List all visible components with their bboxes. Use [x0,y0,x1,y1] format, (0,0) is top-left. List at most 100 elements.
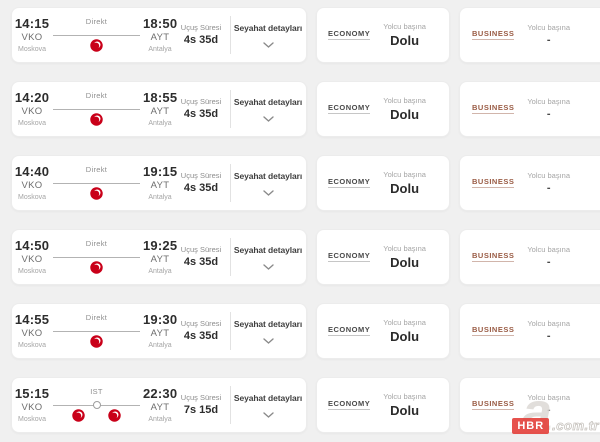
travel-details-button[interactable]: Seyahat detayları [234,393,302,418]
chevron-down-icon [262,189,274,196]
travel-details-button[interactable]: Seyahat detayları [234,23,302,48]
arrival-airport-code: AYT [150,32,170,44]
economy-fare-card[interactable]: ECONOMY Yolcu başına Dolu [316,81,450,137]
travel-details-label: Seyahat detayları [233,96,303,107]
stop-label: IST [90,387,103,396]
arrival-info: 19:30 AYT Antalya [143,313,177,349]
route-graphic: Direkt [50,230,143,284]
economy-fare-value: Dolu [390,107,420,123]
economy-label: ECONOMY [328,252,371,263]
route-graphic: Direkt [50,304,143,358]
duration-label: Uçuş Süresi [180,96,222,106]
economy-fare-card[interactable]: ECONOMY Yolcu başına Dolu [316,229,450,285]
departure-airport-code: VKO [21,254,43,266]
route-graphic: Direkt [50,156,143,210]
vertical-divider [230,90,231,128]
economy-label: ECONOMY [328,104,371,115]
per-passenger-label: Yolcu başına [383,243,426,253]
chevron-down-icon [262,411,274,418]
departure-time: 14:20 [14,90,50,106]
economy-fare-card[interactable]: ECONOMY Yolcu başına Dolu [316,303,450,359]
economy-fare-value: Dolu [390,181,420,197]
route-line [53,183,140,184]
departure-airport-code: VKO [21,106,43,118]
business-fare-card[interactable]: BUSINESS Yolcu başına - [459,377,600,433]
arrival-time: 19:30 [143,312,178,328]
turkish-airlines-logo [90,261,103,274]
business-fare: Yolcu başına - [527,98,570,121]
arrival-info: 18:50 AYT Antalya [143,17,177,53]
travel-details-button[interactable]: Seyahat detayları [234,319,302,344]
stop-label: Direkt [85,165,108,174]
carrier-logos [50,113,143,126]
stop-label: Direkt [85,313,108,322]
flight-card: 14:15 VKO Moskova Direkt 18:50 [11,7,307,63]
turkish-airlines-logo [90,113,103,126]
travel-details-button[interactable]: Seyahat detayları [234,171,302,196]
chevron-down-icon [262,263,274,270]
business-fare-card[interactable]: BUSINESS Yolcu başına - [459,155,600,211]
flight-card: 14:50 VKO Moskova Direkt 19:25 [11,229,307,285]
arrival-airport-code: AYT [150,328,170,340]
vertical-divider [230,16,231,54]
departure-city: Moskova [17,119,46,127]
departure-airport-code: VKO [21,32,43,44]
route-graphic: IST [50,378,143,432]
stopover-dot [92,401,101,409]
departure-info: 14:15 VKO Moskova [14,17,50,53]
flight-result-row: 14:50 VKO Moskova Direkt 19:25 [11,229,600,285]
turkish-airlines-logo [72,409,86,422]
economy-fare-value: Dolu [390,255,420,271]
business-fare: Yolcu başına - [527,172,570,195]
arrival-time: 22:30 [143,386,178,402]
duration-label: Uçuş Süresi [180,392,222,402]
stop-label: Direkt [85,239,108,248]
flight-card: 15:15 VKO Moskova IST 22:30 [11,377,307,433]
per-passenger-label: Yolcu başına [383,21,426,31]
arrival-city: Antalya [148,193,172,201]
economy-fare-card[interactable]: ECONOMY Yolcu başına Dolu [316,377,450,433]
departure-info: 14:20 VKO Moskova [14,91,50,127]
economy-fare: Yolcu başına Dolu [383,245,426,270]
flight-card: 14:40 VKO Moskova Direkt 19:15 [11,155,307,211]
economy-fare-value: Dolu [390,403,420,419]
arrival-info: 18:55 AYT Antalya [143,91,177,127]
economy-fare-card[interactable]: ECONOMY Yolcu başına Dolu [316,7,450,63]
business-fare: Yolcu başına - [527,246,570,269]
arrival-city: Antalya [148,415,172,423]
travel-details-button[interactable]: Seyahat detayları [234,97,302,122]
duration-label: Uçuş Süresi [180,170,222,180]
route-graphic: Direkt [50,82,143,136]
departure-city: Moskova [17,267,46,275]
duration-value: 4s 35d [183,34,219,47]
business-fare-value: - [546,34,551,47]
per-passenger-label: Yolcu başına [383,391,426,401]
business-fare-card[interactable]: BUSINESS Yolcu başına - [459,7,600,63]
travel-details-label: Seyahat detayları [233,170,303,181]
chevron-down-icon [262,337,274,344]
travel-details-button[interactable]: Seyahat detayları [234,245,302,270]
departure-city: Moskova [17,415,46,423]
route-graphic: Direkt [50,8,143,62]
duration-value: 4s 35d [183,182,219,195]
carrier-logos [50,261,143,274]
business-fare-card[interactable]: BUSINESS Yolcu başına - [459,81,600,137]
economy-fare: Yolcu başına Dolu [383,171,426,196]
turkish-airlines-logo [107,409,121,422]
business-fare-card[interactable]: BUSINESS Yolcu başına - [459,303,600,359]
per-passenger-label: Yolcu başına [383,95,426,105]
departure-city: Moskova [17,45,46,53]
business-fare-card[interactable]: BUSINESS Yolcu başına - [459,229,600,285]
flight-duration: Uçuş Süresi 7s 15d [177,394,225,417]
duration-label: Uçuş Süresi [180,318,222,328]
route-line [53,331,140,332]
departure-time: 14:40 [14,164,50,180]
stop-label: Direkt [85,91,108,100]
arrival-airport-code: AYT [150,254,170,266]
business-fare: Yolcu başına - [527,320,570,343]
flight-duration: Uçuş Süresi 4s 35d [177,320,225,343]
business-label: BUSINESS [471,30,515,41]
flight-duration: Uçuş Süresi 4s 35d [177,246,225,269]
economy-fare-card[interactable]: ECONOMY Yolcu başına Dolu [316,155,450,211]
business-fare-value: - [546,108,551,121]
